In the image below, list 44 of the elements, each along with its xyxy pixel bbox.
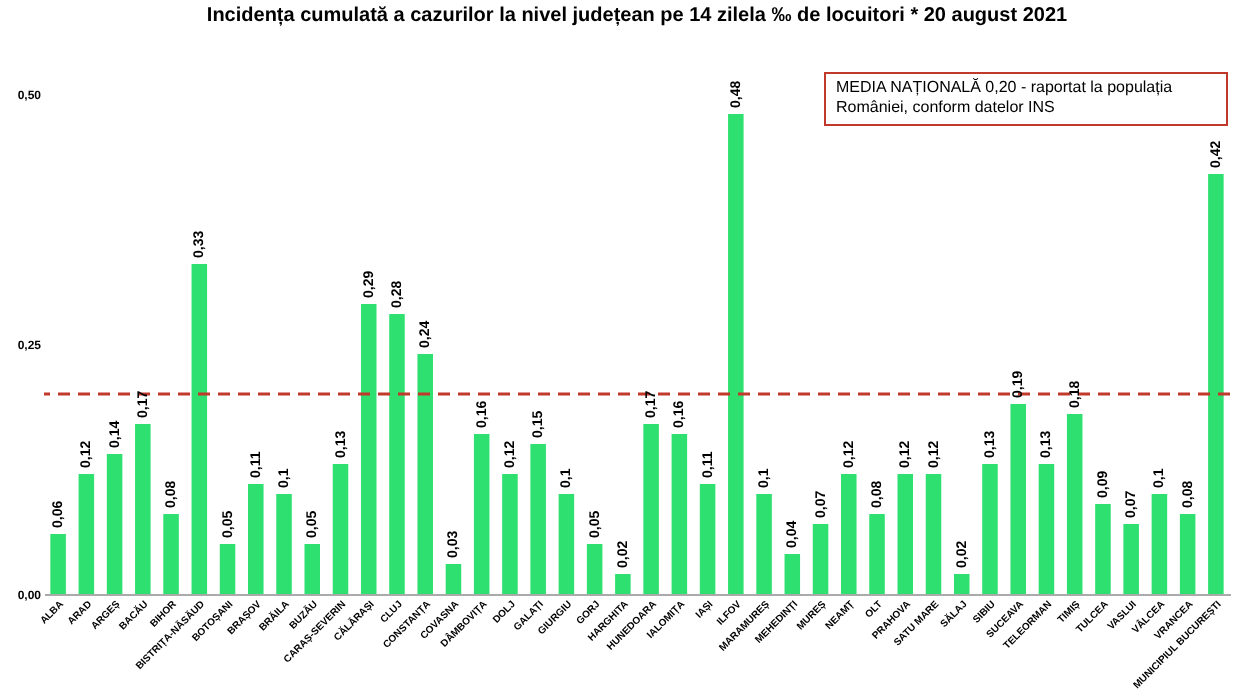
bar: [812, 524, 829, 594]
bar: [643, 424, 659, 594]
bar: [530, 444, 546, 594]
bar: [1208, 174, 1224, 594]
bar: [558, 494, 575, 594]
bar: [445, 564, 462, 594]
bar: [897, 474, 914, 594]
bar: [1179, 514, 1196, 594]
bar: [502, 474, 518, 594]
bar: [756, 494, 772, 594]
annotation: MEDIA NAȚIONALĂ 0,20 - raportat la populația României, conform datelor INS: [824, 72, 1228, 126]
bar: [784, 554, 801, 594]
bar: [615, 574, 631, 594]
bar: [841, 474, 857, 594]
bar: [925, 474, 942, 594]
bar: [106, 454, 123, 594]
bar: [304, 544, 321, 594]
bar: [1123, 524, 1139, 594]
bar: [135, 424, 151, 594]
bar: [1066, 414, 1083, 594]
bar: [982, 464, 998, 594]
bar: [389, 314, 405, 594]
bar: [728, 114, 744, 594]
bar: [1038, 464, 1055, 594]
bar: [332, 464, 349, 594]
bar: [417, 354, 433, 594]
bar: [586, 544, 603, 594]
bar: [276, 494, 292, 594]
bar: [219, 544, 236, 594]
bar: [248, 484, 264, 594]
bar: [699, 484, 716, 594]
bar: [163, 514, 179, 594]
bar: [191, 264, 208, 594]
bar: [50, 534, 66, 594]
bar: [953, 574, 970, 594]
bar: [869, 514, 885, 594]
bar: [473, 434, 490, 594]
bar: [671, 434, 688, 594]
bar: [78, 474, 95, 594]
bar: [360, 304, 377, 594]
bar: [1151, 494, 1168, 594]
chart-title: Incidența cumulată a cazurilor la nivel județean pe 14 zilela ‰ de locuitori * 20 august 2021: [206, 4, 1068, 27]
bar: [1095, 504, 1111, 594]
bar: [1010, 404, 1026, 594]
